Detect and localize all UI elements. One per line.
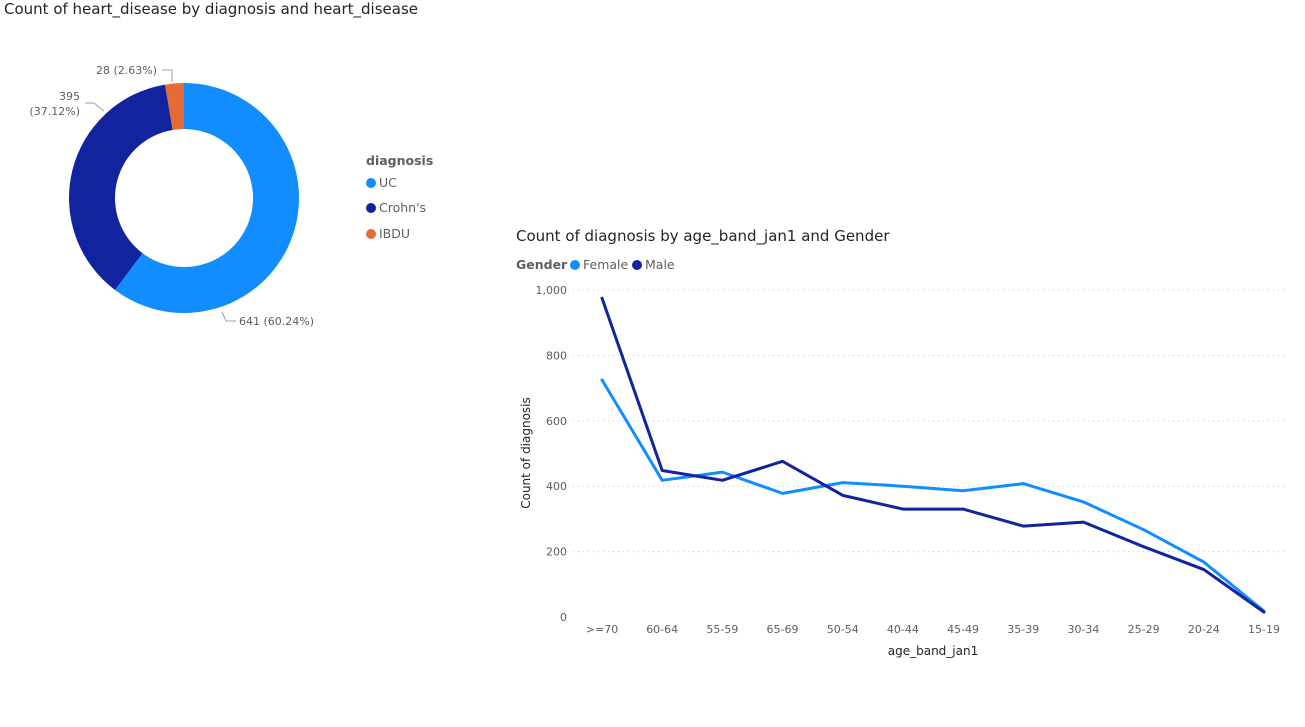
- data-point-female[interactable]: [1202, 560, 1206, 564]
- donut-slice-ibdu[interactable]: [165, 83, 184, 130]
- data-point-male[interactable]: [901, 507, 905, 511]
- legend-label-male: Male: [645, 257, 675, 272]
- x-tick-label: >=70: [586, 623, 618, 636]
- line-legend-title: Gender: [516, 257, 568, 272]
- data-point-male[interactable]: [660, 469, 664, 472]
- legend-item-crohns[interactable]: Crohn's: [366, 200, 426, 215]
- x-tick-label: 30-34: [1067, 623, 1099, 636]
- data-point-male[interactable]: [600, 296, 604, 300]
- data-point-female[interactable]: [1082, 500, 1085, 504]
- legend-label-female: Female: [583, 257, 629, 272]
- data-point-male[interactable]: [781, 460, 784, 463]
- data-point-female[interactable]: [660, 479, 664, 482]
- donut-slice-crohns[interactable]: [69, 84, 173, 290]
- legend-item-male[interactable]: Male: [632, 257, 675, 272]
- leader-line-crohns: [85, 102, 105, 112]
- donut-chart-title: Count of heart_disease by diagnosis and …: [4, 0, 419, 18]
- x-axis-title: age_band_jan1: [888, 644, 978, 658]
- data-point-male[interactable]: [1202, 568, 1206, 571]
- data-point-male[interactable]: [721, 479, 724, 482]
- x-tick-label: 35-39: [1007, 623, 1039, 636]
- legend-label-crohns: Crohn's: [379, 200, 427, 215]
- y-axis-title: Count of diagnosis: [519, 397, 533, 509]
- slice-label-crohns-value: 395: [59, 90, 80, 103]
- data-point-male[interactable]: [961, 507, 965, 511]
- data-point-male[interactable]: [1082, 520, 1085, 524]
- y-tick-label: 0: [560, 611, 567, 624]
- leader-line-ibdu: [162, 69, 173, 82]
- slice-label-uc: 641 (60.24%): [239, 315, 314, 328]
- data-point-female[interactable]: [961, 489, 965, 492]
- legend-item-uc[interactable]: UC: [366, 175, 397, 190]
- legend-marker-crohns: [366, 202, 376, 213]
- slice-label-ibdu: 28 (2.63%): [96, 64, 157, 77]
- series-line-female[interactable]: [600, 378, 1266, 613]
- slice-label-crohns-percent: (37.12%): [29, 105, 80, 118]
- legend-marker-ibdu: [366, 228, 376, 239]
- y-tick-label: 800: [546, 349, 567, 362]
- y-tick-label: 200: [546, 546, 567, 559]
- x-tick-label: 60-64: [646, 623, 678, 636]
- x-tick-label: 50-54: [827, 623, 859, 636]
- donut-legend-title: diagnosis: [366, 153, 434, 168]
- x-tick-label: 20-24: [1188, 623, 1220, 636]
- legend-marker-uc: [366, 177, 376, 188]
- legend-marker-male: [632, 259, 642, 270]
- legend-marker-female: [570, 259, 580, 270]
- x-tick-label: 40-44: [887, 623, 919, 636]
- series-line-male[interactable]: [600, 296, 1266, 614]
- donut-slice-uc[interactable]: [114, 83, 300, 313]
- x-tick-label: 55-59: [706, 623, 738, 636]
- line-chart-title: Count of diagnosis by age_band_jan1 and …: [516, 227, 890, 245]
- data-point-female[interactable]: [600, 378, 604, 382]
- legend-item-female[interactable]: Female: [570, 257, 628, 272]
- data-point-female[interactable]: [1022, 482, 1025, 485]
- data-point-female[interactable]: [841, 481, 844, 484]
- data-point-male[interactable]: [1262, 610, 1266, 614]
- legend-label-ibdu: IBDU: [379, 226, 411, 241]
- data-point-female[interactable]: [1142, 528, 1145, 531]
- x-tick-label: 15-19: [1248, 623, 1280, 636]
- x-tick-label: 25-29: [1128, 623, 1160, 636]
- x-tick-label: 45-49: [947, 623, 979, 636]
- legend-item-ibdu[interactable]: IBDU: [366, 226, 410, 241]
- data-point-male[interactable]: [1022, 524, 1025, 528]
- data-point-female[interactable]: [781, 492, 784, 495]
- data-point-male[interactable]: [841, 494, 844, 497]
- y-tick-label: 1,000: [536, 284, 568, 297]
- leader-line-uc: [221, 311, 236, 322]
- y-tick-label: 600: [546, 415, 567, 428]
- data-point-male[interactable]: [1142, 545, 1145, 548]
- legend-label-uc: UC: [379, 175, 397, 190]
- y-tick-label: 400: [546, 480, 567, 493]
- data-point-female[interactable]: [721, 470, 724, 474]
- x-tick-label: 65-69: [767, 623, 799, 636]
- data-point-female[interactable]: [901, 485, 905, 488]
